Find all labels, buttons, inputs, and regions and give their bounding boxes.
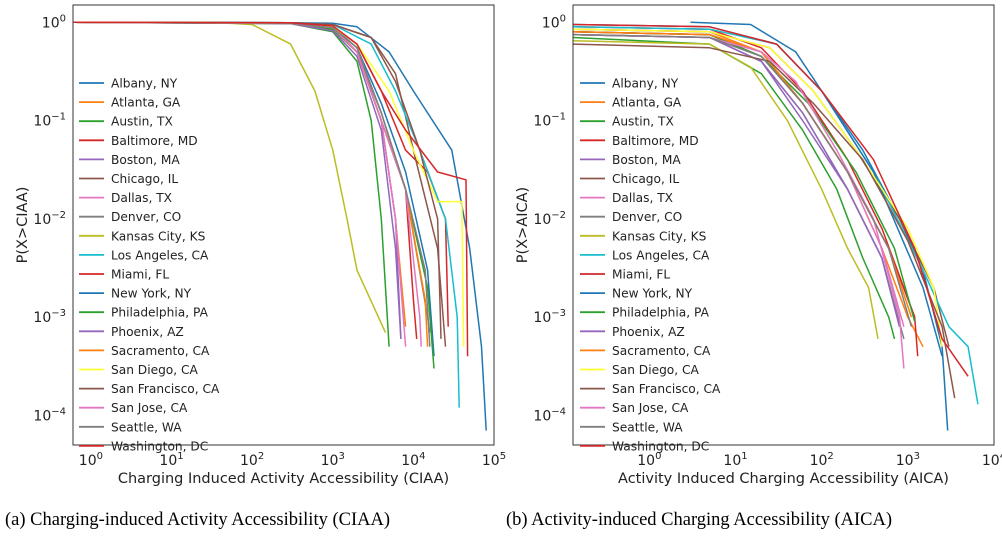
legend-label: Atlanta, GA [612, 96, 682, 110]
legend-label: San Diego, CA [111, 363, 199, 377]
x-axis-label: Charging Induced Activity Accessibility … [118, 471, 449, 487]
axes-frame [72, 4, 495, 446]
x-tick-label: 102 [240, 451, 264, 469]
x-tick-label: 104 [982, 451, 1002, 469]
series-line-19 [573, 23, 969, 377]
legend-label: San Francisco, CA [612, 382, 721, 396]
legend-label: Washington, DC [612, 439, 709, 453]
legend-label: Los Angeles, CA [111, 248, 209, 262]
legend-label: Chicago, IL [111, 172, 178, 186]
y-tick-label: 10−3 [33, 308, 66, 326]
legend-label: Albany, NY [111, 77, 178, 91]
legend-label: New York, NY [612, 287, 693, 301]
series-lines [73, 21, 487, 431]
x-tick-label: 105 [482, 451, 506, 469]
legend-label: Miami, FL [111, 268, 169, 282]
series-line-19 [73, 21, 469, 357]
legend-label: San Diego, CA [612, 363, 700, 377]
y-axis-label: P(X>AICA) [515, 187, 531, 263]
legend-label: Phoenix, AZ [111, 325, 184, 339]
y-axis-label: P(X>CIAA) [15, 187, 31, 264]
y-tick-label: 100 [542, 13, 566, 31]
legend-label: Denver, CO [612, 210, 682, 224]
axes-frame [572, 4, 995, 446]
y-tick-label: 10−3 [533, 308, 566, 326]
legend-label: Boston, MA [612, 153, 681, 167]
legend: Albany, NY Atlanta, GA Austin, TX Baltimore… [79, 77, 220, 453]
legend-label: Philadelphia, PA [612, 306, 710, 320]
legend-label: Philadelphia, PA [111, 306, 209, 320]
legend-label: Kansas City, KS [111, 229, 206, 243]
legend-label: Miami, FL [612, 268, 670, 282]
chart-panel-a: 100 101 102 103 104 105 100 10−1 10−2 10−3 10−4 Cha… [15, 4, 506, 487]
legend-label: San Francisco, CA [111, 382, 220, 396]
x-tick-label: 104 [401, 451, 425, 469]
legend-label: Seattle, WA [612, 420, 683, 434]
legend-label: Washington, DC [111, 439, 208, 453]
legend-label: Sacramento, CA [612, 344, 711, 358]
legend-label: San Jose, CA [111, 401, 188, 415]
legend-label: Denver, CO [111, 210, 181, 224]
series-line-8 [573, 39, 879, 340]
caption-a: (a) Charging-induced Activity Accessibil… [5, 510, 390, 530]
legend-label: Boston, MA [111, 153, 180, 167]
caption-b: (b) Activity-induced Charging Accessibil… [506, 510, 893, 530]
y-tick-label: 10−2 [33, 210, 66, 228]
legend-label: Austin, TX [612, 115, 674, 129]
x-tick-label: 102 [810, 451, 834, 469]
y-tick-label: 10−1 [33, 112, 66, 130]
legend-label: Dallas, TX [612, 191, 673, 205]
legend-label: Dallas, TX [111, 191, 172, 205]
legend-label: San Jose, CA [612, 401, 689, 415]
y-tick-label: 10−1 [533, 112, 566, 130]
y-tick-label: 100 [42, 13, 66, 31]
chart-panel-b: 100 101 102 103 104 100 10−1 10−2 10−3 10−4 Activi… [515, 4, 1002, 487]
x-axis-label: Activity Induced Charging Accessibility … [618, 471, 949, 487]
legend-label: Atlanta, GA [111, 96, 181, 110]
legend: Albany, NY Atlanta, GA Austin, TX Baltimore… [580, 77, 721, 453]
legend-label: Los Angeles, CA [612, 248, 710, 262]
x-tick-label: 101 [723, 451, 747, 469]
legend-label: Albany, NY [612, 77, 679, 91]
x-tick-label: 100 [79, 451, 103, 469]
legend-label: Sacramento, CA [111, 344, 210, 358]
x-tick-label: 103 [896, 451, 920, 469]
series-line-18 [573, 33, 913, 327]
series-line-15 [573, 28, 943, 347]
legend-label: Chicago, IL [612, 172, 679, 186]
legend-label: Seattle, WA [111, 420, 182, 434]
legend-label: New York, NY [111, 287, 192, 301]
x-tick-label: 101 [159, 451, 183, 469]
x-tick-label: 103 [321, 451, 345, 469]
legend-label: Phoenix, AZ [612, 325, 685, 339]
legend-label: Baltimore, MD [612, 134, 699, 148]
y-tick-label: 10−2 [533, 210, 566, 228]
legend-label: Kansas City, KS [612, 229, 707, 243]
y-tick-label: 10−4 [33, 406, 66, 424]
x-tick-label: 100 [637, 451, 661, 469]
legend-label: Baltimore, MD [111, 134, 198, 148]
series-line-0 [690, 21, 949, 431]
series-lines [573, 21, 979, 431]
series-line-16 [573, 43, 956, 399]
legend-label: Austin, TX [111, 115, 173, 129]
y-tick-label: 10−4 [533, 406, 566, 424]
